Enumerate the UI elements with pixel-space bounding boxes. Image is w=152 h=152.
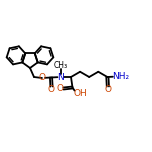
Text: O: O [104,85,111,94]
Text: O: O [48,85,55,94]
Text: O: O [57,84,64,93]
Text: OH: OH [73,90,87,98]
Text: O: O [38,74,45,83]
Text: CH₃: CH₃ [54,62,67,71]
Text: NH₂: NH₂ [112,72,130,81]
Text: N: N [57,73,64,81]
